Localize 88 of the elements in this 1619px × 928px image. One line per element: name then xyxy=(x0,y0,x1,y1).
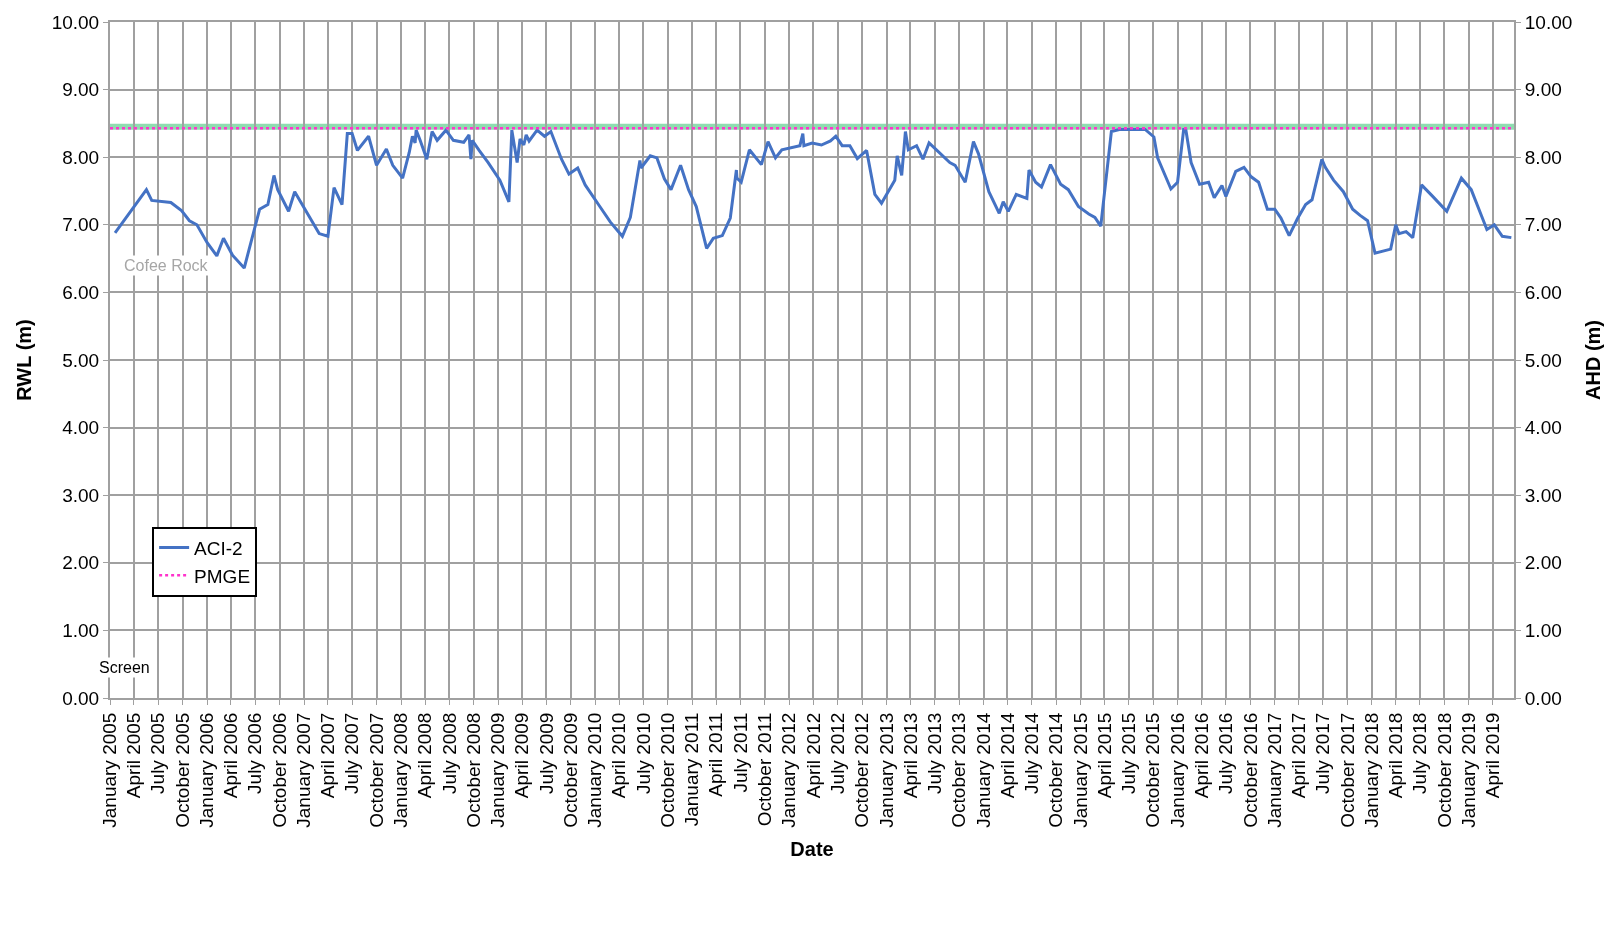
y-axis-title: RWL (m) xyxy=(12,319,35,401)
y-tick-label: 0.00 xyxy=(62,687,100,709)
y-tick-label: 9.00 xyxy=(62,79,100,101)
y2-tick-label: 10.00 xyxy=(1524,11,1573,33)
x-tick-label: January 2016 xyxy=(1166,712,1188,828)
y2-tick-label: 9.00 xyxy=(1524,79,1562,101)
x-tick-label: October 2018 xyxy=(1433,712,1455,828)
x-tick-label: October 2006 xyxy=(268,712,290,828)
x-tick-label: April 2016 xyxy=(1190,712,1212,799)
x-tick-label: April 2005 xyxy=(123,712,145,799)
x-tick-label: July 2018 xyxy=(1409,712,1431,794)
x-tick-label: April 2019 xyxy=(1481,712,1503,799)
y2-tick-label: 1.00 xyxy=(1524,620,1562,642)
annotation: Screen xyxy=(99,659,150,676)
x-tick-label: April 2018 xyxy=(1384,712,1406,799)
x-tick-label: July 2009 xyxy=(535,712,557,794)
x-tick-label: July 2015 xyxy=(1117,712,1139,794)
x-tick-label: July 2014 xyxy=(1020,712,1042,794)
y-tick-label: 3.00 xyxy=(62,484,100,506)
x-tick-label: January 2019 xyxy=(1457,712,1479,828)
x-tick-label: January 2010 xyxy=(584,712,606,828)
x-tick-label: January 2007 xyxy=(293,712,315,828)
x-tick-label: April 2017 xyxy=(1287,712,1309,799)
x-tick-label: January 2012 xyxy=(778,712,800,828)
x-tick-label: July 2005 xyxy=(147,712,169,794)
x-tick-label: April 2015 xyxy=(1093,712,1115,799)
y-tick-label: 6.00 xyxy=(62,282,100,304)
y2-tick-label: 6.00 xyxy=(1524,282,1562,304)
x-tick-label: July 2013 xyxy=(923,712,945,794)
x-tick-label: April 2007 xyxy=(317,712,339,799)
x-tick-label: October 2010 xyxy=(657,712,679,828)
y2-tick-label: 0.00 xyxy=(1524,687,1562,709)
x-axis-title: Date xyxy=(790,837,834,860)
y2-tick-label: 8.00 xyxy=(1524,146,1562,168)
x-tick-label: January 2014 xyxy=(972,712,994,828)
x-tick-label: July 2008 xyxy=(438,712,460,794)
x-tick-label: October 2017 xyxy=(1336,712,1358,828)
y2-tick-label: 4.00 xyxy=(1524,417,1562,439)
x-tick-label: January 2006 xyxy=(196,712,218,828)
y-tick-label: 1.00 xyxy=(62,620,100,642)
x-tick-label: July 2011 xyxy=(729,712,751,793)
y2-tick-label: 2.00 xyxy=(1524,552,1562,574)
x-tick-label: April 2010 xyxy=(608,712,630,799)
y-tick-label: 8.00 xyxy=(62,146,100,168)
x-tick-label: October 2012 xyxy=(851,712,873,828)
y2-tick-label: 3.00 xyxy=(1524,484,1562,506)
x-tick-label: July 2007 xyxy=(341,712,363,794)
x-tick-label: July 2006 xyxy=(244,712,266,794)
legend-label: ACI-2 xyxy=(194,537,243,559)
x-tick-label: October 2014 xyxy=(1045,712,1067,828)
x-tick-label: April 2008 xyxy=(414,712,436,799)
legend-label: PMGE xyxy=(194,565,251,587)
y-tick-label: 10.00 xyxy=(51,11,100,33)
y-tick-label: 2.00 xyxy=(62,552,100,574)
x-tick-label: January 2015 xyxy=(1069,712,1091,828)
x-tick-label: October 2008 xyxy=(462,712,484,828)
x-tick-label: January 2009 xyxy=(487,712,509,828)
x-tick-label: October 2011 xyxy=(754,712,776,827)
x-tick-label: April 2012 xyxy=(802,712,824,799)
x-tick-label: July 2017 xyxy=(1312,712,1334,794)
y2-axis-title: AHD (m) xyxy=(1582,320,1605,400)
x-tick-label: January 2018 xyxy=(1360,712,1382,828)
x-tick-label: January 2005 xyxy=(99,712,121,828)
x-tick-label: July 2010 xyxy=(632,712,654,794)
y2-tick-label: 7.00 xyxy=(1524,214,1562,236)
x-tick-label: April 2006 xyxy=(220,712,242,799)
x-tick-label: January 2013 xyxy=(875,712,897,828)
x-tick-label: January 2008 xyxy=(390,712,412,828)
x-tick-label: April 2014 xyxy=(996,712,1018,799)
x-tick-label: January 2011 xyxy=(681,712,703,827)
x-tick-label: April 2013 xyxy=(899,712,921,799)
x-tick-label: January 2017 xyxy=(1263,712,1285,828)
x-tick-label: April 2011 xyxy=(705,712,727,797)
x-tick-label: October 2005 xyxy=(171,712,193,828)
line-series xyxy=(113,127,1513,270)
x-tick-label: October 2016 xyxy=(1239,712,1261,828)
y-tick-label: 5.00 xyxy=(62,349,100,371)
annotation: Cofee Rock xyxy=(124,257,209,274)
x-tick-label: October 2009 xyxy=(559,712,581,828)
y2-tick-label: 5.00 xyxy=(1524,349,1562,371)
y-tick-label: 7.00 xyxy=(62,214,100,236)
x-tick-label: April 2009 xyxy=(511,712,533,799)
x-tick-label: October 2007 xyxy=(365,712,387,828)
x-tick-label: July 2012 xyxy=(826,712,848,794)
x-tick-label: October 2015 xyxy=(1142,712,1164,828)
x-tick-label: October 2013 xyxy=(948,712,970,828)
y-tick-label: 4.00 xyxy=(62,417,100,439)
x-tick-label: July 2016 xyxy=(1215,712,1237,794)
